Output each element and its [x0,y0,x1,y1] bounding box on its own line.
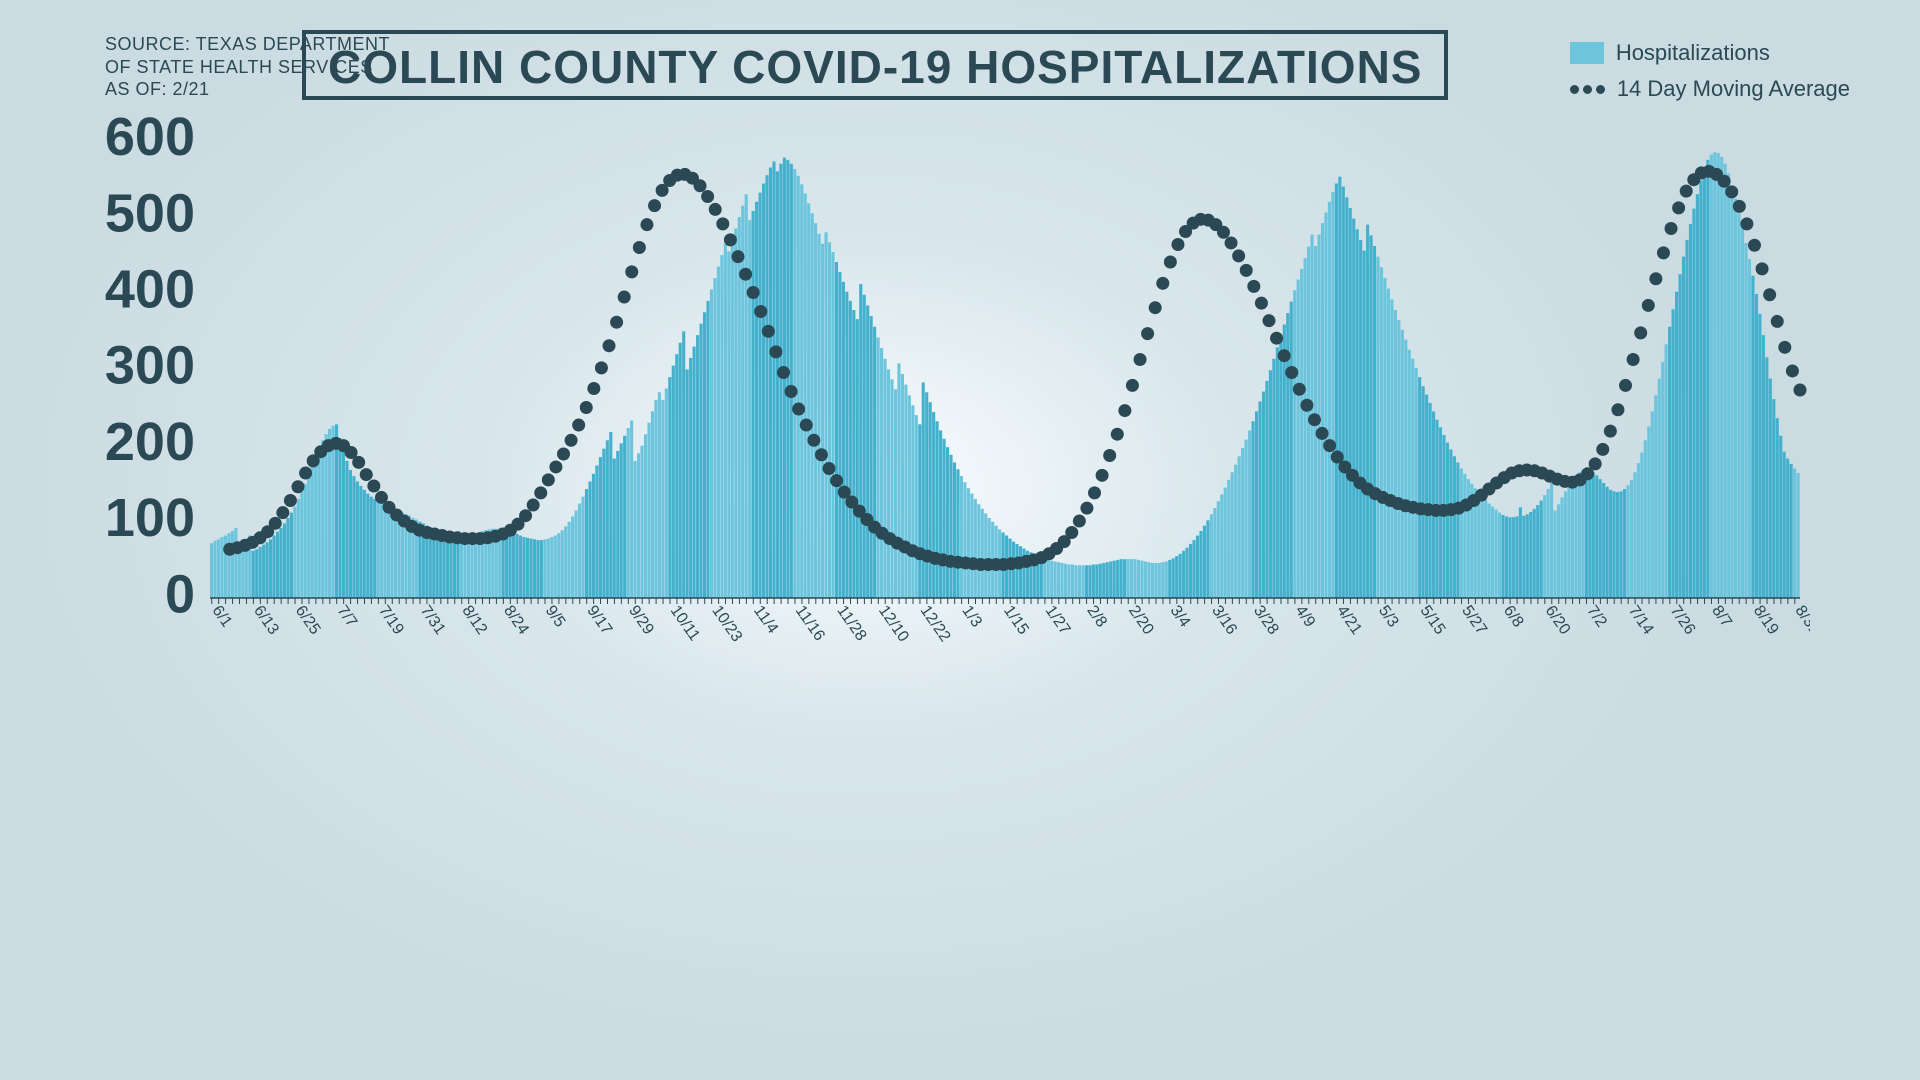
svg-text:2/20: 2/20 [1125,603,1157,638]
svg-text:500: 500 [105,183,195,243]
legend-row-bars: Hospitalizations [1570,40,1850,66]
svg-text:3/28: 3/28 [1250,603,1282,638]
svg-text:9/5: 9/5 [542,603,569,631]
svg-text:7/26: 7/26 [1667,603,1699,638]
svg-text:1/27: 1/27 [1042,603,1074,638]
legend-dots-label: 14 Day Moving Average [1617,76,1850,102]
svg-text:7/2: 7/2 [1583,603,1610,631]
svg-text:6/20: 6/20 [1542,603,1574,638]
svg-text:5/27: 5/27 [1458,603,1490,638]
svg-text:4/21: 4/21 [1333,603,1365,638]
svg-text:3/16: 3/16 [1208,603,1240,638]
svg-text:400: 400 [105,260,195,320]
svg-text:5/15: 5/15 [1417,603,1449,638]
svg-text:12/10: 12/10 [875,603,912,646]
svg-text:0: 0 [165,564,195,624]
svg-text:8/19: 8/19 [1750,603,1782,638]
svg-text:7/31: 7/31 [417,603,449,638]
svg-text:10/11: 10/11 [667,603,703,645]
svg-text:11/28: 11/28 [833,603,869,645]
svg-text:10/23: 10/23 [708,603,745,646]
legend-dots-swatch [1570,85,1605,94]
svg-text:6/13: 6/13 [250,603,282,638]
svg-text:7/14: 7/14 [1625,603,1657,638]
svg-text:11/4: 11/4 [750,603,781,637]
svg-text:200: 200 [105,412,195,472]
svg-text:8/31: 8/31 [1792,603,1810,638]
hospitalizations-chart: 0 100 200 300 400 500 600 6/1 6/13 6/25 7/7 7/19 7/3… [90,108,1810,668]
svg-text:12/22: 12/22 [917,603,954,646]
svg-text:7/7: 7/7 [333,603,360,631]
svg-text:3/4: 3/4 [1167,603,1194,631]
svg-text:9/17: 9/17 [583,603,615,638]
svg-text:4/9: 4/9 [1292,603,1319,631]
chart-title: COLLIN COUNTY COVID-19 HOSPITALIZATIONS [328,41,1422,93]
svg-text:8/24: 8/24 [500,603,532,638]
legend-row-dots: 14 Day Moving Average [1570,76,1850,102]
svg-text:6/25: 6/25 [292,603,324,638]
svg-text:5/3: 5/3 [1375,603,1402,631]
svg-text:11/16: 11/16 [792,603,828,645]
legend-bar-swatch [1570,42,1604,64]
svg-text:8/12: 8/12 [458,603,490,638]
svg-text:2/8: 2/8 [1083,603,1110,631]
svg-text:1/3: 1/3 [958,603,985,631]
svg-text:6/1: 6/1 [208,603,235,631]
legend-bar-label: Hospitalizations [1616,40,1770,66]
svg-text:600: 600 [105,108,195,167]
legend: Hospitalizations 14 Day Moving Average [1570,40,1850,112]
svg-text:9/29: 9/29 [625,603,657,638]
title-box: COLLIN COUNTY COVID-19 HOSPITALIZATIONS [302,30,1448,100]
svg-text:8/7: 8/7 [1708,603,1735,631]
svg-text:300: 300 [105,336,195,396]
svg-text:1/15: 1/15 [1000,603,1032,638]
svg-text:100: 100 [105,488,195,548]
svg-text:6/8: 6/8 [1500,603,1527,631]
svg-text:7/19: 7/19 [375,603,407,638]
